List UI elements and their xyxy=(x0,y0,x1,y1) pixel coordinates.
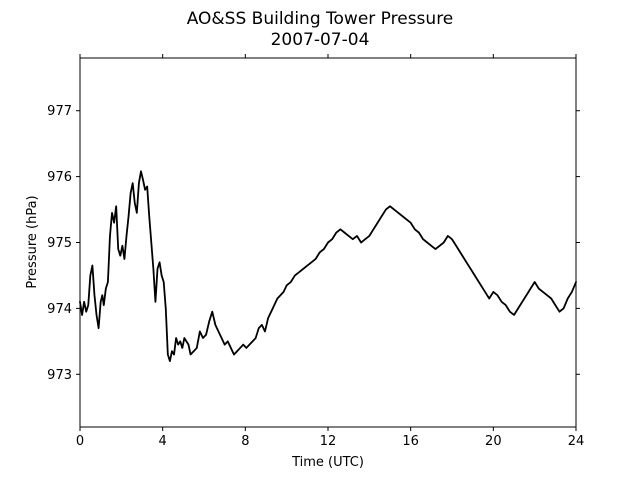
y-tick-label: 975 xyxy=(47,236,72,251)
y-tick-label: 974 xyxy=(47,302,72,317)
x-tick-label: 20 xyxy=(485,434,502,449)
pressure-series-line xyxy=(79,170,577,363)
x-tick-label: 24 xyxy=(568,434,585,449)
y-axis-label: Pressure (hPa) xyxy=(25,195,40,288)
x-tick-label: 16 xyxy=(402,434,419,449)
y-tick-label: 977 xyxy=(47,104,72,119)
plot-area-frame xyxy=(79,57,577,428)
x-tick-label: 0 xyxy=(76,434,84,449)
chart-subtitle: 2007-07-04 xyxy=(271,30,370,50)
x-axis-label: Time (UTC) xyxy=(291,455,364,470)
x-tick-label: 8 xyxy=(241,434,249,449)
chart-title: AO&SS Building Tower Pressure xyxy=(187,9,454,29)
y-tick-label: 973 xyxy=(47,368,72,383)
x-tick-label: 12 xyxy=(320,434,337,449)
y-tick-label: 976 xyxy=(47,170,72,185)
series-layer xyxy=(79,170,577,363)
x-tick-label: 4 xyxy=(159,434,167,449)
tick-layer: 0 4 8 12 16 20 24 973 974 975 976 977 xyxy=(47,54,584,449)
